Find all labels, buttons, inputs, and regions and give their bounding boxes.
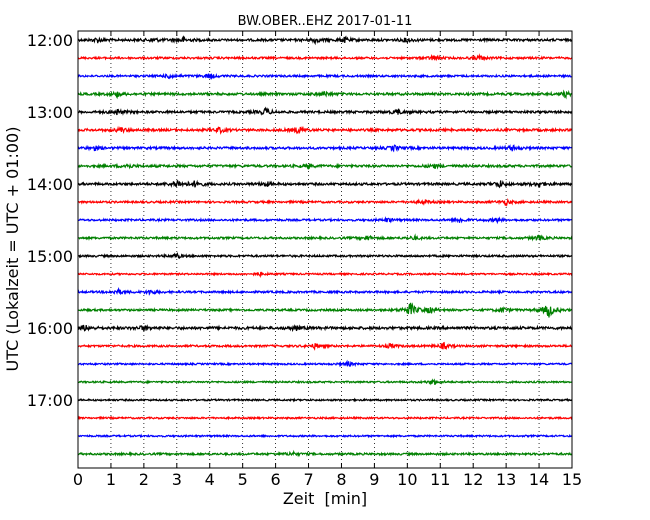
y-tick-label: 14:00 — [27, 175, 73, 194]
trace-1200 — [77, 35, 573, 46]
trace-1445 — [77, 233, 573, 242]
x-tick-label: 0 — [73, 470, 83, 489]
grid — [110, 31, 540, 468]
y-tick-label: 16:00 — [27, 319, 73, 338]
trace-1230 — [77, 72, 573, 81]
trace-1715 — [77, 415, 573, 421]
trace-1700 — [77, 397, 573, 403]
y-tick-label: 17:00 — [27, 391, 73, 410]
trace-1315 — [77, 125, 573, 135]
x-tick-label: 12 — [463, 470, 483, 489]
x-tick-label: 5 — [238, 470, 248, 489]
trace-1515 — [77, 271, 573, 278]
trace-1645 — [77, 378, 573, 386]
x-tick-label: 6 — [271, 470, 281, 489]
chart-title: BW.OBER..EHZ 2017-01-11 — [238, 14, 413, 29]
trace-1245 — [77, 89, 573, 100]
x-tick-label: 11 — [430, 470, 450, 489]
x-tick-label: 3 — [172, 470, 182, 489]
x-tick-label: 8 — [336, 470, 346, 489]
trace-1215 — [77, 53, 573, 62]
y-tick-label: 13:00 — [27, 103, 73, 122]
x-tick-label: 2 — [139, 470, 149, 489]
x-tick-label: 13 — [496, 470, 516, 489]
x-axis: 0 1 2 3 4 5 6 7 8 9 10 11 12 13 14 15 — [73, 31, 582, 489]
traces — [77, 35, 573, 458]
trace-1500 — [77, 252, 573, 260]
y-tick-label: 12:00 — [27, 31, 73, 50]
trace-1745 — [77, 449, 573, 458]
x-tick-label: 15 — [562, 470, 582, 489]
plot-frame — [77, 30, 573, 469]
trace-1600 — [77, 324, 573, 333]
x-tick-label: 4 — [205, 470, 215, 489]
trace-1300 — [77, 106, 573, 116]
trace-1545 — [77, 302, 573, 318]
x-axis-label: Zeit [min] — [283, 489, 367, 508]
x-tick-label: 1 — [106, 470, 116, 489]
y-axis-label: UTC (Lokalzeit = UTC + 01:00) — [3, 127, 22, 372]
trace-1530 — [77, 286, 573, 296]
trace-1400 — [77, 179, 573, 189]
trace-1730 — [77, 433, 573, 439]
trace-1345 — [77, 162, 573, 170]
trace-1430 — [77, 216, 573, 225]
trace-1415 — [77, 197, 573, 207]
trace-1615 — [77, 341, 573, 351]
x-tick-label: 9 — [369, 470, 379, 489]
trace-1630 — [77, 359, 573, 368]
x-tick-label: 7 — [303, 470, 313, 489]
y-axis: 12:00 13:00 14:00 15:00 16:00 17:00 — [27, 31, 572, 410]
x-tick-label: 14 — [529, 470, 549, 489]
trace-1330 — [77, 143, 573, 153]
y-tick-label: 15:00 — [27, 247, 73, 266]
x-tick-label: 10 — [397, 470, 417, 489]
